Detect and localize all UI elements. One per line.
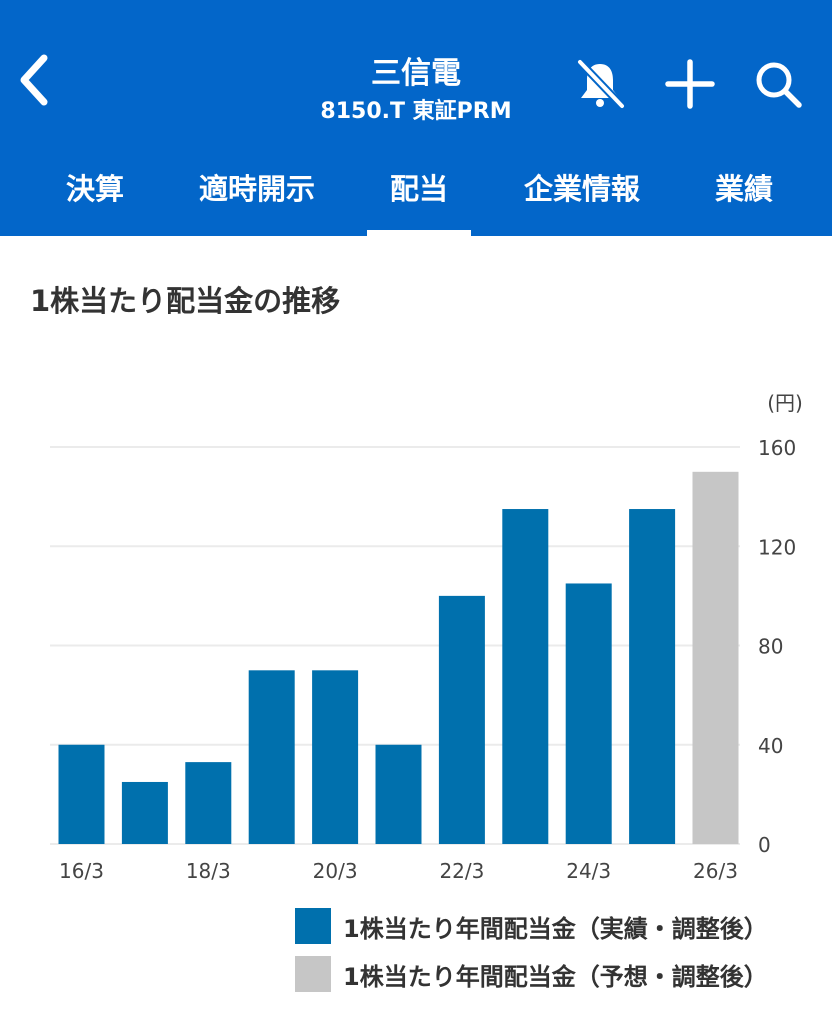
dividend-bar-chart: (円) 0 40 80 120 160 16/3 18/3 20/3 22/3 24/3 26/3: [50, 391, 803, 880]
y-tick-label: 160: [758, 436, 796, 460]
bar-24/3: [565, 583, 612, 844]
bar-20/3: [312, 670, 359, 844]
y-tick-label: 120: [758, 535, 796, 559]
chart-legend: 1株当たり年間配当金（実績・調整後） 1株当たり年間配当金（予想・調整後）: [295, 905, 768, 1001]
tab-bar: 決算 適時開示 配当 企業情報 業績: [0, 160, 832, 236]
bar-18/3: [185, 762, 232, 844]
tab-company-info[interactable]: 企業情報: [523, 172, 641, 206]
legend-item-forecast: 1株当たり年間配当金（予想・調整後）: [295, 953, 768, 995]
x-tick-label: 22/3: [439, 859, 484, 880]
bar-21/3: [375, 744, 422, 844]
x-tick-label: 26/3: [693, 859, 738, 880]
tab-performance[interactable]: 業績: [714, 172, 774, 206]
bar-17/3: [121, 781, 168, 844]
tab-dividend[interactable]: 配当: [389, 172, 449, 206]
legend-label-forecast: 1株当たり年間配当金（予想・調整後）: [343, 962, 768, 991]
bar-22/3: [438, 595, 485, 844]
y-tick-label: 0: [758, 833, 771, 857]
company-name: 三信電: [371, 56, 461, 91]
x-tick-label: 20/3: [313, 859, 358, 880]
bar-25/3: [629, 509, 676, 844]
y-unit-label: (円): [767, 391, 803, 415]
active-tab-indicator: [367, 230, 471, 236]
back-chevron-icon[interactable]: [14, 50, 54, 110]
section-title: 1株当たり配当金の推移: [30, 284, 341, 318]
bar-19/3: [248, 670, 295, 844]
legend-swatch-forecast: [295, 956, 331, 992]
x-tick-label: 16/3: [59, 859, 104, 880]
bar-23/3: [502, 509, 549, 844]
legend-item-actual: 1株当たり年間配当金（実績・調整後）: [295, 905, 768, 947]
app-header: 三信電 8150.T 東証PRM 決算 適時開示 配当 企業情報 業績: [0, 0, 832, 236]
legend-swatch-actual: [295, 908, 331, 944]
ticker-market: 8150.T 東証PRM: [320, 99, 512, 124]
search-icon[interactable]: [752, 58, 804, 110]
bell-off-icon[interactable]: [574, 58, 626, 110]
bar-26/3: [692, 471, 739, 844]
y-tick-label: 40: [758, 734, 783, 758]
legend-label-actual: 1株当たり年間配当金（実績・調整後）: [343, 914, 768, 943]
plus-icon[interactable]: [664, 58, 716, 110]
x-tick-label: 24/3: [566, 859, 611, 880]
bar-16/3: [58, 744, 105, 844]
tab-kessan[interactable]: 決算: [65, 172, 125, 206]
x-tick-label: 18/3: [186, 859, 231, 880]
y-tick-label: 80: [758, 635, 783, 659]
tab-disclosure[interactable]: 適時開示: [198, 172, 316, 206]
